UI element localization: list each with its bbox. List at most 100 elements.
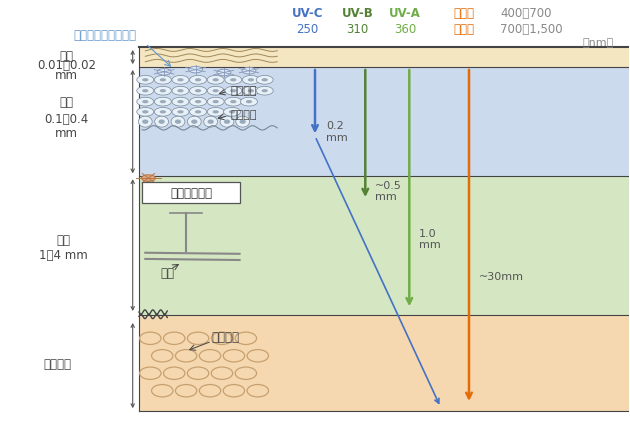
Ellipse shape [195, 90, 201, 93]
Ellipse shape [191, 120, 197, 125]
Ellipse shape [139, 117, 152, 128]
Ellipse shape [195, 79, 201, 82]
Bar [139, 315, 629, 411]
Text: ~0.5: ~0.5 [375, 180, 401, 190]
Ellipse shape [217, 70, 231, 77]
Ellipse shape [142, 101, 149, 104]
Text: 400〜700: 400〜700 [500, 7, 552, 20]
Ellipse shape [160, 79, 166, 82]
Text: 0.1〜0.4: 0.1〜0.4 [45, 112, 89, 125]
Ellipse shape [187, 117, 201, 128]
Ellipse shape [212, 90, 219, 93]
Ellipse shape [154, 76, 171, 85]
Ellipse shape [248, 79, 254, 82]
Ellipse shape [137, 87, 154, 96]
Ellipse shape [207, 76, 224, 85]
Ellipse shape [261, 79, 268, 82]
Ellipse shape [172, 76, 189, 85]
Ellipse shape [160, 101, 166, 104]
Ellipse shape [229, 111, 235, 114]
Ellipse shape [190, 98, 207, 107]
Ellipse shape [172, 87, 189, 96]
Ellipse shape [242, 68, 256, 75]
Ellipse shape [236, 117, 249, 128]
Text: 0.01〜0.02: 0.01〜0.02 [37, 59, 96, 72]
Text: mm: mm [55, 127, 78, 140]
Text: （nm）: （nm） [582, 37, 614, 47]
Ellipse shape [190, 108, 207, 117]
Ellipse shape [188, 67, 202, 74]
Bar [139, 48, 629, 68]
FancyBboxPatch shape [142, 182, 239, 203]
Bar [139, 68, 629, 177]
Ellipse shape [195, 101, 201, 104]
Ellipse shape [246, 101, 252, 104]
Text: 360: 360 [394, 23, 416, 36]
Text: 250: 250 [296, 23, 319, 36]
Text: 有棘細胞: 有棘細胞 [230, 86, 256, 96]
Ellipse shape [137, 76, 154, 85]
Text: 真皮: 真皮 [57, 234, 71, 247]
Ellipse shape [177, 111, 183, 114]
Text: ~30mm: ~30mm [478, 272, 524, 282]
Ellipse shape [154, 98, 171, 107]
Ellipse shape [243, 76, 260, 85]
Ellipse shape [224, 108, 241, 117]
Ellipse shape [225, 76, 242, 85]
Text: 可視光: 可視光 [454, 7, 474, 20]
Ellipse shape [261, 90, 268, 93]
Ellipse shape [256, 87, 273, 96]
Ellipse shape [207, 87, 224, 96]
Ellipse shape [212, 79, 219, 82]
Ellipse shape [243, 87, 260, 96]
Ellipse shape [224, 120, 230, 125]
Text: mm: mm [55, 69, 78, 82]
Ellipse shape [230, 90, 236, 93]
Text: UV-A: UV-A [389, 7, 421, 20]
Bar [139, 177, 629, 315]
Ellipse shape [159, 120, 165, 125]
Ellipse shape [177, 79, 183, 82]
Ellipse shape [137, 108, 154, 117]
Ellipse shape [203, 117, 217, 128]
Ellipse shape [175, 120, 181, 125]
Ellipse shape [225, 98, 242, 107]
Text: 700〜1,500: 700〜1,500 [500, 23, 563, 36]
Ellipse shape [155, 117, 169, 128]
Text: 角質: 角質 [60, 50, 74, 63]
Text: 皮下脂肪: 皮下脂肪 [211, 330, 239, 343]
Text: UV-B: UV-B [342, 7, 374, 20]
Ellipse shape [137, 98, 154, 107]
Ellipse shape [212, 111, 219, 114]
Ellipse shape [256, 76, 273, 85]
Ellipse shape [230, 79, 236, 82]
Ellipse shape [230, 101, 236, 104]
Ellipse shape [142, 120, 149, 125]
Ellipse shape [154, 87, 171, 96]
Ellipse shape [160, 90, 166, 93]
Ellipse shape [160, 111, 166, 114]
Text: 1.0: 1.0 [419, 228, 437, 238]
Text: ランゲルハンス細胞: ランゲルハンス細胞 [73, 29, 136, 42]
Ellipse shape [172, 98, 189, 107]
Ellipse shape [142, 79, 149, 82]
Text: mm: mm [375, 191, 396, 201]
Text: 表皮: 表皮 [60, 96, 74, 109]
Text: 血管: 血管 [160, 266, 175, 279]
Ellipse shape [172, 108, 189, 117]
Ellipse shape [190, 87, 207, 96]
Text: 1〜4 mm: 1〜4 mm [39, 249, 88, 261]
Text: mm: mm [419, 239, 440, 249]
Ellipse shape [177, 90, 183, 93]
Text: 基底細胞: 基底細胞 [230, 110, 256, 120]
Text: 310: 310 [346, 23, 369, 36]
Text: メラノサイト: メラノサイト [170, 186, 212, 200]
Ellipse shape [248, 90, 254, 93]
Ellipse shape [212, 101, 219, 104]
Ellipse shape [239, 120, 246, 125]
Ellipse shape [241, 98, 258, 107]
Ellipse shape [142, 111, 149, 114]
Ellipse shape [171, 117, 185, 128]
Ellipse shape [225, 87, 242, 96]
Text: 0.2: 0.2 [326, 121, 344, 131]
